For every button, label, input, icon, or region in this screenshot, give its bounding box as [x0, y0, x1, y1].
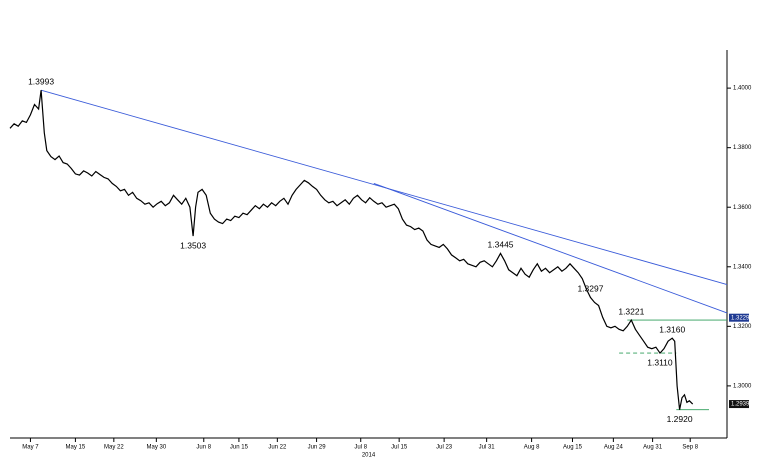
x-tick-label: Jul 8 — [354, 445, 367, 451]
x-tick-label: May 30 — [146, 445, 166, 451]
x-tick-label: Jun 8 — [196, 445, 211, 451]
x-tick-label: Aug 8 — [524, 445, 540, 451]
x-tick-label: Aug 15 — [563, 445, 583, 451]
trend-line — [373, 182, 728, 314]
annotation: 1.3445 — [488, 240, 514, 250]
x-tick-label: Sep 8 — [682, 445, 698, 451]
x-tick-label: Jun 29 — [308, 445, 327, 451]
x-tick-label: Jun 15 — [230, 445, 249, 451]
y-tick-label: 1.3600 — [733, 205, 752, 211]
x-tick-label: Jul 15 — [391, 445, 408, 451]
annotation: 1.3503 — [180, 240, 206, 250]
x-tick-label: Jul 23 — [436, 445, 453, 451]
x-tick-label: May 7 — [22, 445, 39, 451]
x-tick-label: Jul 31 — [479, 445, 496, 451]
x-tick-label: Jun 22 — [268, 445, 287, 451]
price-box — [729, 400, 749, 409]
annotation: 1.3297 — [577, 284, 603, 294]
price-line — [9, 90, 694, 410]
x-axis-label: 2014 — [362, 453, 376, 459]
x-tick-label: May 22 — [104, 445, 124, 451]
annotation: 1.3160 — [659, 324, 685, 334]
price-label: 1.2939 — [731, 402, 750, 408]
y-tick-label: 1.3800 — [733, 145, 752, 151]
y-tick-label: 1.3400 — [733, 264, 752, 270]
annotation: 1.3221 — [618, 306, 644, 316]
y-tick-label: 1.3000 — [733, 383, 752, 389]
y-tick-label: 1.4000 — [733, 86, 752, 92]
x-tick-label: Aug 24 — [604, 445, 624, 451]
price-label: 1.3229 — [731, 315, 750, 321]
annotation: 1.3993 — [28, 76, 54, 86]
price-box — [729, 313, 749, 322]
y-tick-label: 1.3200 — [733, 324, 752, 330]
x-tick-label: Aug 31 — [643, 445, 663, 451]
x-tick-label: May 15 — [66, 445, 86, 451]
annotation: 1.2920 — [667, 414, 693, 424]
annotation: 1.3110 — [647, 357, 673, 367]
